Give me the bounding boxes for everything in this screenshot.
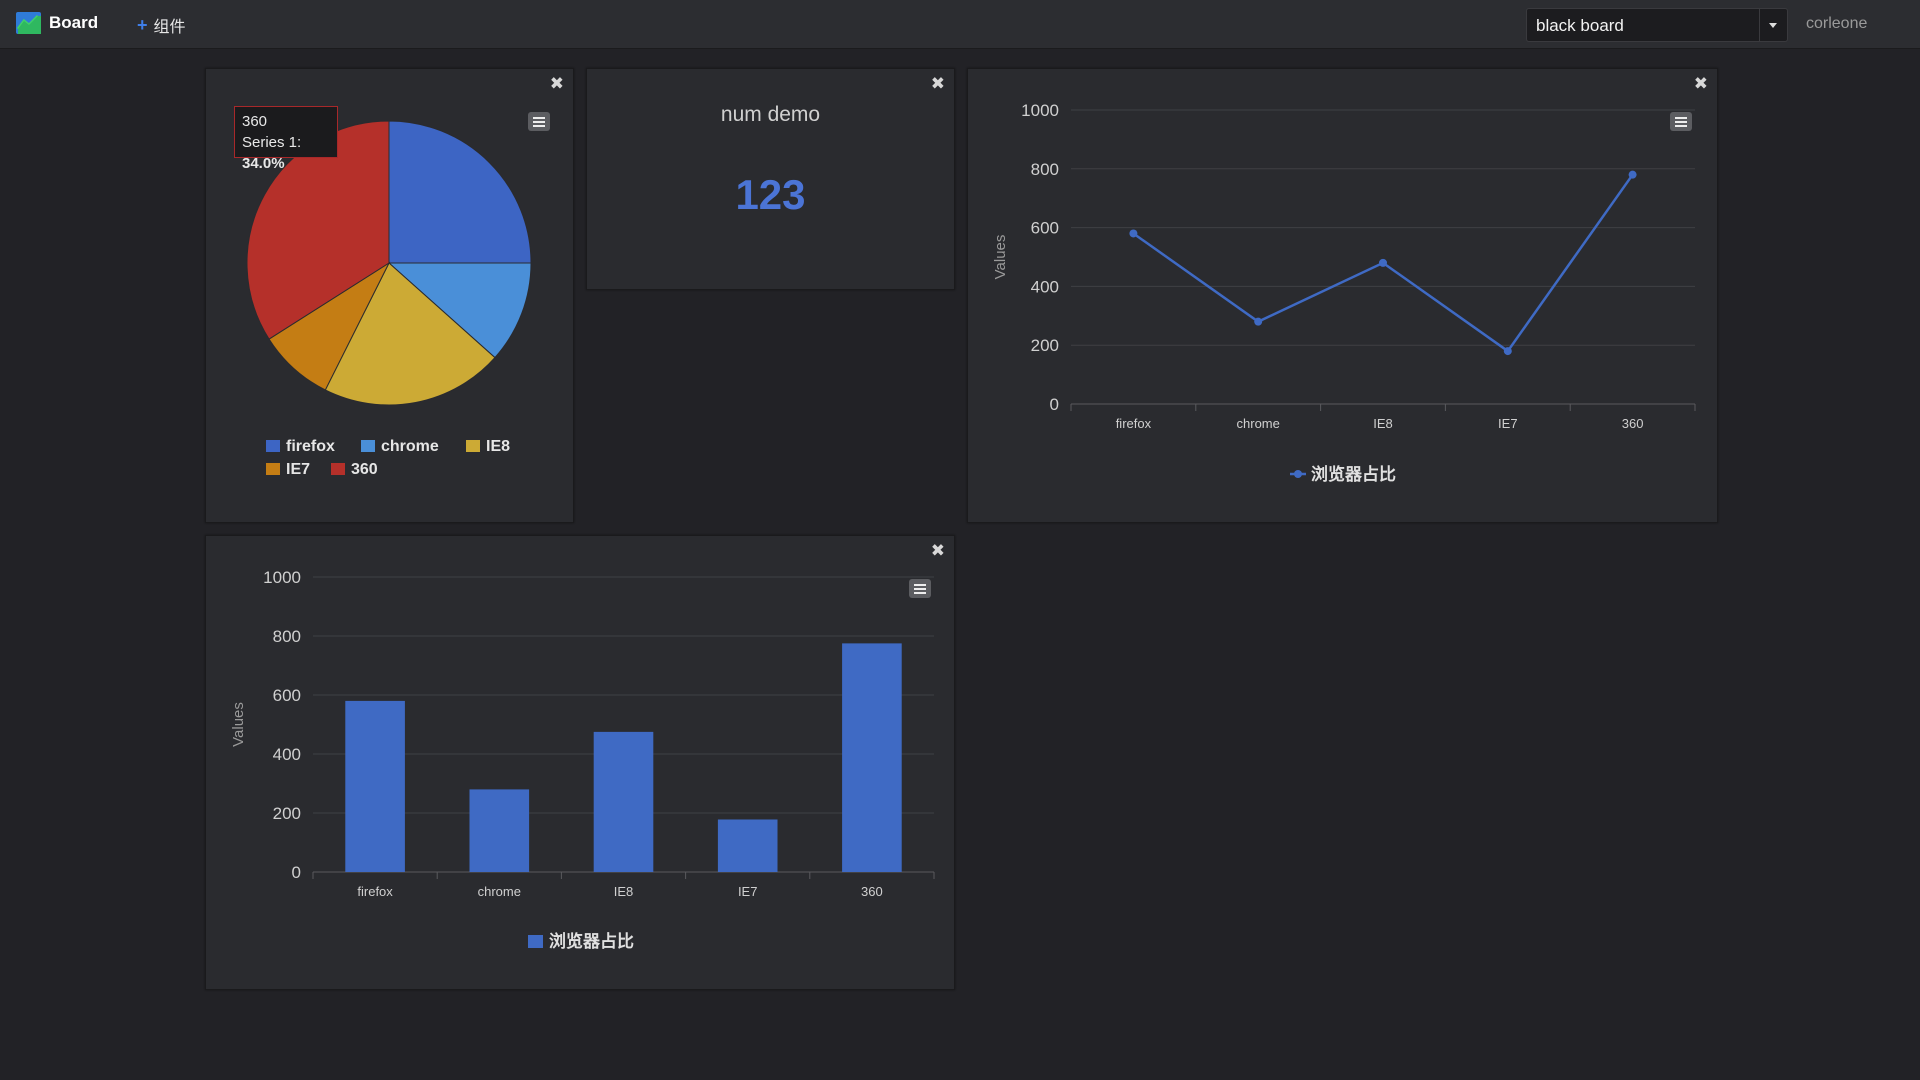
pie-slice-ie8 bbox=[324, 262, 496, 406]
pie-slice-chrome bbox=[387, 262, 532, 359]
pie-chart: firefox chrome IE8 IE7 360 bbox=[246, 120, 532, 478]
y-tick-label: 400 bbox=[273, 745, 301, 764]
line-point-ie8 bbox=[1379, 258, 1387, 267]
bar-chart: 0 200 400 600 800 1000 firefox chrome IE8 IE7 360 V… bbox=[230, 568, 935, 951]
brand-link[interactable]: Board bbox=[16, 12, 98, 34]
line-point-360 bbox=[1628, 170, 1637, 179]
close-icon[interactable]: ✖ bbox=[930, 541, 945, 560]
board-select-toggle[interactable] bbox=[1759, 9, 1787, 41]
tooltip-series-label: Series 1: bbox=[242, 134, 302, 151]
x-tick-label: IE7 bbox=[1498, 416, 1518, 431]
chart-menu-button[interactable] bbox=[1670, 112, 1692, 131]
y-tick-label: 400 bbox=[1031, 277, 1059, 296]
legend-label-bar-series: 浏览器占比 bbox=[549, 931, 634, 951]
legend-bar-swatch bbox=[528, 935, 543, 948]
tooltip-category: 360 bbox=[242, 113, 268, 130]
y-tick-label: 1000 bbox=[263, 568, 301, 587]
tooltip-value: 34.0% bbox=[242, 155, 285, 172]
chart-menu-button[interactable] bbox=[528, 112, 550, 131]
chart-menu-button[interactable] bbox=[909, 579, 931, 598]
number-value: 123 bbox=[735, 171, 806, 218]
bar-chart-panel: ✖ 0 200 400 600 800 1000 firefox chrome IE8 IE7 36… bbox=[205, 535, 955, 990]
caret-down-icon bbox=[1769, 23, 1777, 28]
chart-icon bbox=[16, 12, 41, 34]
x-tick-label: IE8 bbox=[1373, 416, 1393, 431]
legend-label-360: 360 bbox=[351, 461, 378, 478]
legend-label-chrome: chrome bbox=[381, 438, 439, 455]
x-tick-label: firefox bbox=[357, 884, 393, 899]
line-chart-panel: ✖ 0 200 400 600 800 1000 firefox chrome IE8 IE7 36… bbox=[967, 68, 1718, 523]
y-tick-label: 800 bbox=[1031, 160, 1059, 179]
x-tick-label: firefox bbox=[1116, 416, 1152, 431]
add-widget-label: 组件 bbox=[153, 19, 186, 36]
number-panel: ✖ num demo 123 bbox=[586, 68, 955, 290]
legend-label-line-series: 浏览器占比 bbox=[1311, 464, 1396, 484]
line-point-chrome bbox=[1254, 317, 1263, 326]
add-widget-button[interactable]: + 组件 bbox=[137, 13, 186, 37]
y-tick-label: 800 bbox=[273, 627, 301, 646]
x-tick-label: chrome bbox=[478, 884, 521, 899]
plus-icon: + bbox=[137, 15, 148, 35]
bar-ie8 bbox=[593, 731, 654, 872]
line-point-firefox bbox=[1129, 229, 1138, 238]
legend-swatch bbox=[361, 440, 375, 452]
legend-swatch bbox=[266, 463, 280, 475]
bar-ie7 bbox=[717, 819, 778, 872]
top-navbar: Board + 组件 black board corleone bbox=[0, 0, 1920, 49]
line-point-ie7 bbox=[1503, 347, 1512, 356]
pie-chart-panel: ✖ firefox chrome IE8 IE7 360 360 Series 1: 3… bbox=[205, 68, 574, 523]
y-tick-label: 0 bbox=[292, 863, 301, 882]
x-tick-label: chrome bbox=[1237, 416, 1280, 431]
legend-line-marker bbox=[1294, 470, 1302, 478]
brand-title: Board bbox=[49, 13, 99, 32]
y-tick-label: 0 bbox=[1050, 395, 1059, 414]
pie-slice-firefox bbox=[388, 120, 532, 264]
legend-swatch bbox=[331, 463, 345, 475]
legend-swatch bbox=[266, 440, 280, 452]
legend-swatch bbox=[466, 440, 480, 452]
line-chart: 0 200 400 600 800 1000 firefox chrome IE8 IE7 360 V… bbox=[992, 101, 1696, 484]
close-icon[interactable]: ✖ bbox=[1693, 74, 1708, 93]
bar-firefox bbox=[345, 700, 405, 872]
number-title: num demo bbox=[720, 103, 821, 126]
bar-360 bbox=[842, 643, 902, 872]
x-tick-label: IE8 bbox=[614, 884, 634, 899]
x-tick-label: 360 bbox=[861, 884, 883, 899]
close-icon[interactable]: ✖ bbox=[549, 74, 564, 93]
y-tick-label: 200 bbox=[1031, 336, 1059, 355]
x-tick-label: IE7 bbox=[738, 884, 758, 899]
board-select[interactable]: black board bbox=[1526, 8, 1788, 42]
pie-tooltip: 360 Series 1: 34.0% bbox=[234, 106, 338, 172]
y-tick-label: 200 bbox=[273, 804, 301, 823]
tooltip-value-line: Series 1: 34.0% bbox=[242, 132, 330, 174]
y-axis-label: Values bbox=[992, 235, 1009, 280]
y-tick-label: 600 bbox=[273, 686, 301, 705]
legend-label-ie8: IE8 bbox=[486, 438, 510, 455]
bar-chrome bbox=[469, 789, 530, 872]
y-tick-label: 1000 bbox=[1021, 101, 1059, 120]
y-tick-label: 600 bbox=[1031, 219, 1059, 238]
user-name[interactable]: corleone bbox=[1806, 15, 1868, 32]
x-tick-label: 360 bbox=[1622, 416, 1644, 431]
board-select-value: black board bbox=[1536, 16, 1624, 35]
legend-label-firefox: firefox bbox=[286, 438, 335, 455]
y-axis-label: Values bbox=[230, 702, 247, 747]
close-icon[interactable]: ✖ bbox=[930, 74, 945, 93]
legend-label-ie7: IE7 bbox=[286, 461, 310, 478]
pie-slice-360 bbox=[246, 120, 390, 340]
